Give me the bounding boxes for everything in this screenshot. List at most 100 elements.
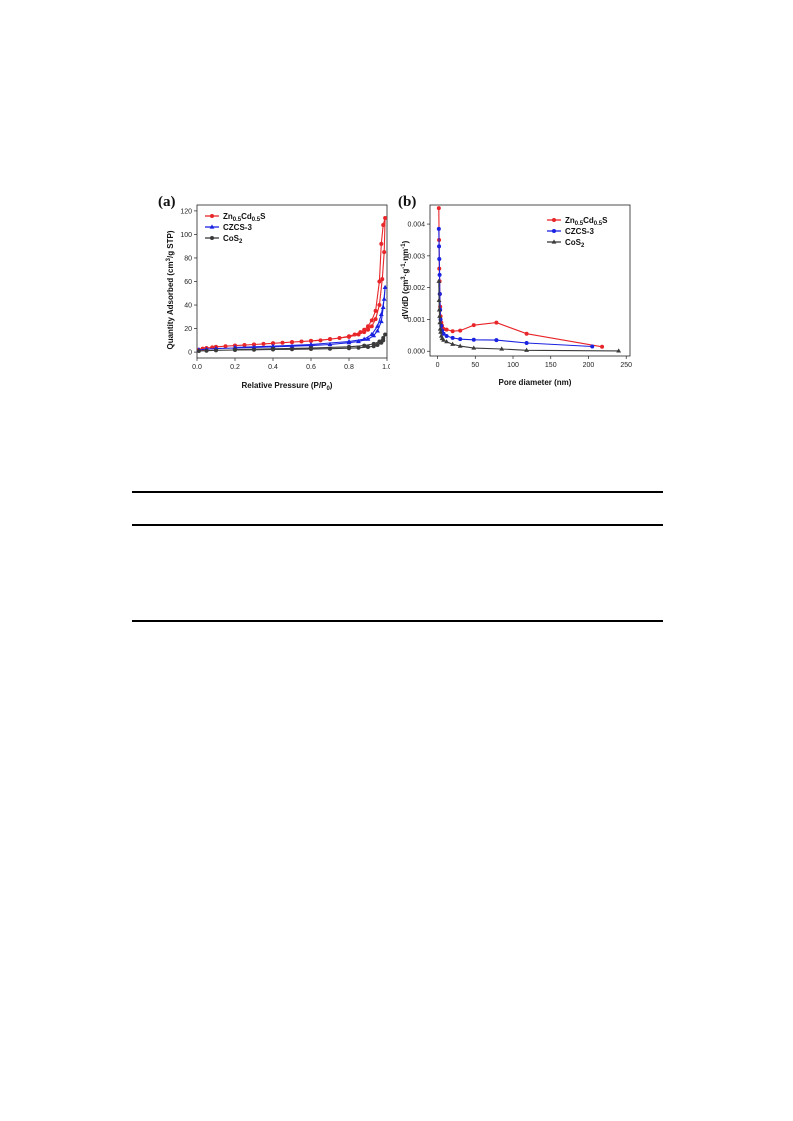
data-point-0 (347, 334, 351, 339)
x-tick-label: 50 (471, 362, 479, 369)
data-point-0 (271, 341, 275, 346)
data-point-2 (471, 345, 477, 350)
data-point-1 (361, 336, 367, 341)
legend-label-1: CZCS-3 (565, 227, 594, 236)
data-point-0 (290, 340, 294, 345)
data-point-2 (616, 348, 622, 353)
data-point-2 (437, 313, 442, 318)
data-point-1 (356, 338, 361, 344)
legend-label-0: Zn0.5Cd0.5S (223, 212, 266, 223)
data-point-2 (366, 345, 370, 350)
data-point-0 (471, 323, 476, 328)
table-top-rule (132, 491, 663, 493)
data-point-2 (436, 307, 442, 312)
data-point-1 (471, 337, 476, 342)
x-axis-title-b: Pore diameter (nm) (499, 378, 572, 387)
data-point-1 (380, 304, 386, 309)
data-point-1 (346, 338, 352, 344)
plot-frame (429, 204, 631, 357)
data-point-1 (450, 335, 455, 340)
data-point-0 (369, 318, 374, 323)
data-point-0 (494, 320, 499, 325)
data-point-2 (524, 347, 530, 352)
data-point-0 (450, 329, 455, 334)
data-point-1 (375, 323, 380, 328)
table-header-rule (132, 524, 663, 526)
data-point-0 (280, 340, 285, 345)
data-point-1 (381, 296, 387, 301)
panel-label-a: (a) (158, 194, 176, 210)
data-point-2 (383, 332, 388, 337)
y-axis-title-a: Quantity Adsorbed (cm3/g STP) (166, 230, 175, 349)
data-point-1 (369, 331, 375, 337)
y-tick-label: 80 (184, 255, 192, 262)
data-point-2 (437, 326, 443, 331)
data-point-1 (378, 311, 384, 317)
panel-label-b: (b) (398, 194, 416, 210)
data-point-0 (242, 343, 247, 348)
legend-marker-1 (209, 224, 215, 229)
y-tick-label: 40 (184, 303, 192, 310)
data-point-0 (261, 341, 266, 346)
data-point-0 (337, 335, 342, 340)
y-axis-title-b: dV/dD (cm3·g-1·nm-1) (401, 240, 410, 319)
data-point-1 (590, 344, 595, 349)
data-point-0 (377, 303, 382, 308)
x-tick-label: 150 (545, 362, 557, 369)
data-point-2 (214, 348, 218, 353)
data-point-0 (309, 338, 313, 343)
panel-a: (a) 0.0 0.2 0.4 0.6 0.8 1.0 0 20 40 60 80 100 120 Zn… (150, 190, 392, 400)
data-point-2 (444, 339, 450, 344)
data-point-2 (450, 341, 456, 346)
data-point-0 (223, 344, 228, 349)
legend-marker-2 (210, 236, 214, 240)
data-point-0 (373, 308, 378, 313)
data-point-1 (308, 341, 314, 347)
isotherm-chart: (a) 0.0 0.2 0.4 0.6 0.8 1.0 0 20 40 60 80 100 120 Zn… (158, 194, 392, 392)
y-tick-label: 120 (180, 208, 192, 215)
data-point-0 (382, 250, 387, 255)
pore-distribution-chart: (b) 0 50 100 150 200 250 0.000 0.001 0.002 0.003 0… (398, 194, 632, 387)
series-line-1 (198, 287, 386, 351)
data-point-2 (499, 346, 505, 351)
data-point-2 (436, 297, 442, 302)
data-point-1 (444, 333, 449, 338)
data-point-2 (437, 320, 443, 325)
data-point-1 (289, 343, 295, 348)
data-point-1 (436, 226, 441, 231)
series-line-2 (438, 281, 619, 352)
data-point-2 (328, 346, 332, 351)
x-tick-label: 100 (507, 362, 519, 369)
data-point-2 (271, 346, 275, 351)
data-point-2 (204, 348, 209, 353)
data-point-1 (365, 336, 371, 341)
data-point-1 (494, 338, 499, 343)
legend-label-0: Zn0.5Cd0.5S (565, 216, 608, 227)
data-point-1 (327, 341, 333, 347)
data-point-0 (352, 332, 357, 337)
legend-label-2: CoS2 (223, 234, 243, 245)
x-tick-label: 0.8 (344, 364, 354, 371)
data-point-0 (379, 241, 384, 246)
data-point-2 (371, 341, 376, 346)
data-point-0 (436, 206, 441, 211)
legend-marker-0 (552, 218, 556, 222)
y-tick-label: 0 (188, 350, 192, 357)
data-point-0 (362, 330, 367, 335)
x-tick-label: 250 (620, 362, 632, 369)
legend-label-2: CoS2 (565, 238, 585, 249)
data-point-1 (437, 292, 442, 297)
data-point-0 (524, 331, 529, 336)
data-point-2 (375, 343, 380, 348)
data-point-0 (600, 344, 605, 349)
data-point-0 (299, 339, 304, 344)
data-point-0 (328, 337, 332, 342)
legend-label-1: CZCS-3 (223, 223, 252, 232)
data-point-2 (196, 348, 201, 353)
data-point-0 (366, 327, 370, 332)
data-point-0 (373, 317, 378, 322)
data-point-1 (375, 328, 380, 333)
data-point-1 (458, 337, 463, 342)
data-point-0 (381, 223, 386, 228)
data-point-0 (380, 277, 385, 282)
